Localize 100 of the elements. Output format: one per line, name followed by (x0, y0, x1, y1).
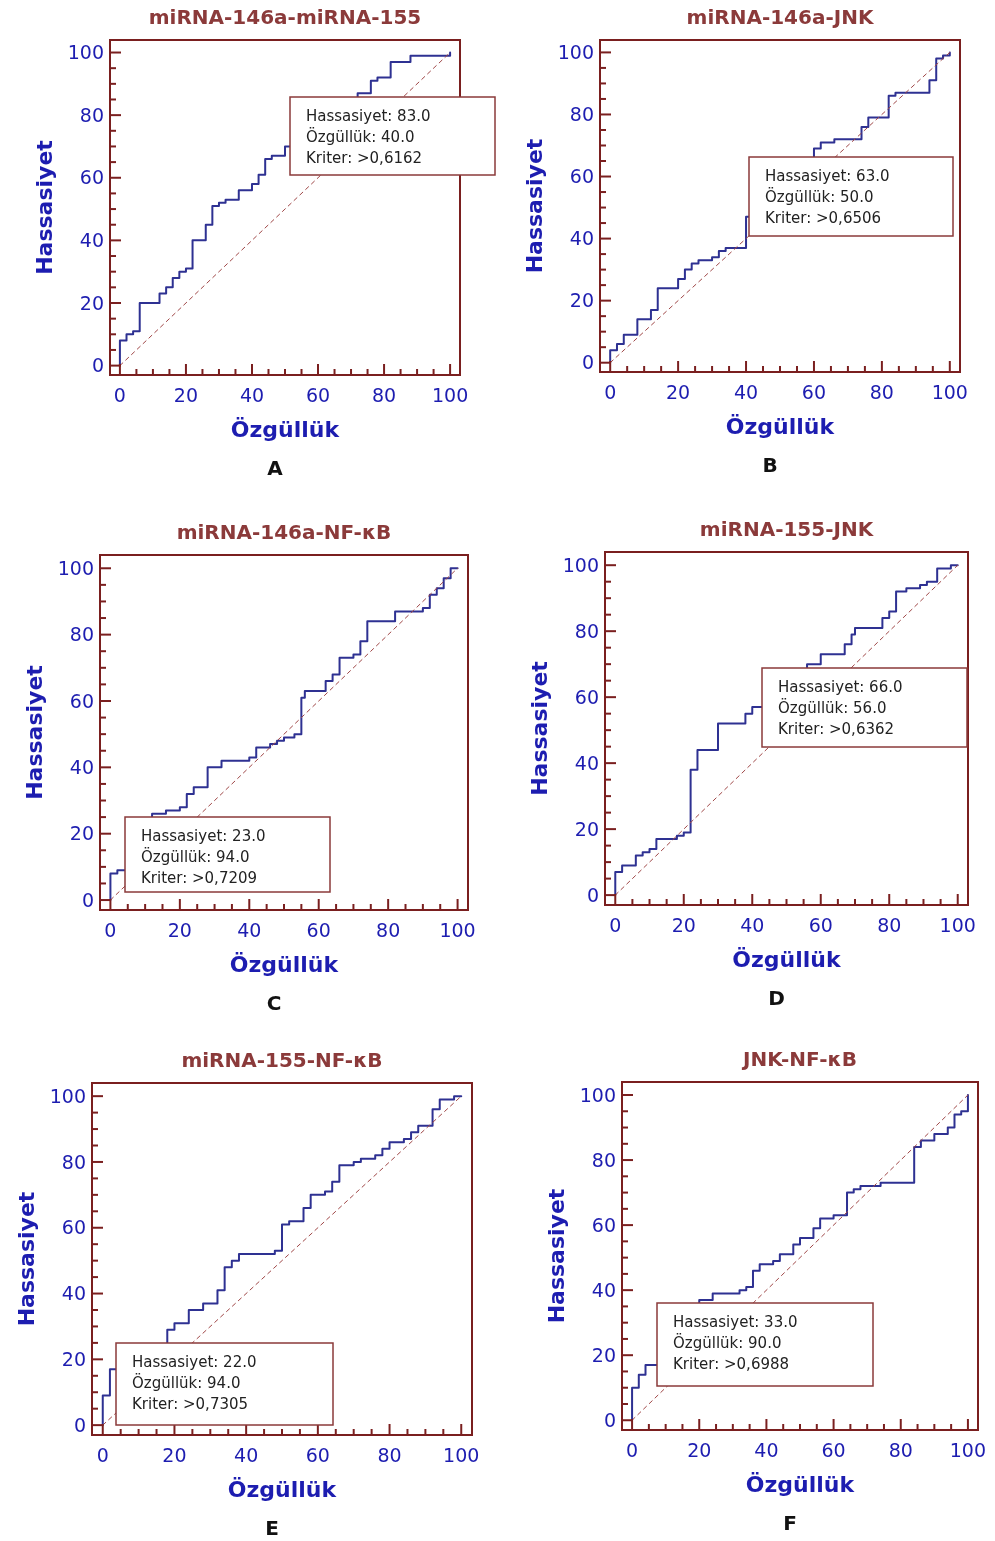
y-tick-label: 40 (574, 751, 599, 774)
text: D (768, 986, 785, 1010)
text: C (266, 991, 282, 1015)
x-tick-label: 60 (305, 1444, 330, 1466)
annotation: Hassasiyet: 63.0 Özgüllük: 50.0 Kriter: >0,6506 (765, 167, 890, 227)
x-tick-label: 40 (239, 384, 265, 406)
x-tick-label: 80 (371, 384, 397, 406)
x-tick-label: 80 (377, 1444, 402, 1466)
y-tick-label: 100 (49, 1084, 86, 1107)
y-axis-title: Hassasiyet (32, 139, 57, 275)
y-tick-label: 60 (574, 685, 599, 708)
x-tick-label: 80 (376, 919, 401, 941)
x-axis-title: Özgüllük (229, 952, 340, 977)
text-box: Hassasiyet: 66.0 Özgüllük: 56.0 Kriter: >0,6362 (761, 667, 968, 748)
x-tick-label: 40 (234, 1444, 259, 1466)
y-tick-label: 40 (569, 227, 594, 250)
chart-title: miRNA-146a-NF-κB (176, 520, 392, 544)
y-tick-label: 100 (579, 1083, 616, 1106)
annotation: Hassasiyet: 33.0 Özgüllük: 90.0 Kriter: >0,6988 (673, 1313, 798, 1373)
y-tick-label: 80 (69, 623, 94, 646)
x-axis-title: Özgüllük (745, 1472, 856, 1497)
y-tick-label: 20 (591, 1343, 616, 1366)
x-tick-label: 80 (888, 1439, 913, 1461)
y-axis-title: Hassasiyet (14, 1191, 39, 1327)
x-tick-label: 0 (113, 384, 126, 406)
x-tick-label: 20 (167, 919, 192, 941)
x-tick-label: 20 (687, 1439, 712, 1461)
y-tick-label: 40 (61, 1282, 86, 1305)
y-axis-title: Hassasiyet (522, 138, 547, 274)
y-tick-label: 60 (69, 689, 94, 712)
y-tick-label: 0 (586, 883, 599, 906)
y-tick-label: 0 (91, 354, 104, 377)
x-tick-label: 60 (306, 919, 331, 941)
x-tick-label: 20 (666, 381, 691, 403)
y-tick-label: 80 (569, 103, 594, 126)
x-tick-label: 40 (237, 919, 262, 941)
text: B (762, 453, 778, 477)
y-tick-label: 40 (79, 229, 104, 252)
text-box: Hassasiyet: 63.0 Özgüllük: 50.0 Kriter: >0,6506 (748, 156, 954, 237)
x-tick-label: 100 (439, 919, 476, 941)
text: E (265, 1516, 279, 1540)
y-tick-label: 60 (591, 1213, 616, 1236)
y-tick-label: 20 (69, 822, 94, 845)
x-tick-label: 60 (821, 1439, 846, 1461)
annotation: Hassasiyet: 66.0 Özgüllük: 56.0 Kriter: >0,6362 (778, 678, 903, 738)
x-tick-label: 20 (671, 914, 696, 936)
y-tick-label: 60 (569, 165, 594, 188)
y-tick-label: 0 (581, 351, 594, 374)
y-tick-label: 100 (67, 41, 104, 64)
x-tick-label: 0 (626, 1439, 639, 1461)
y-tick-label: 80 (591, 1148, 616, 1171)
y-tick-label: 100 (562, 553, 599, 576)
annotation: Hassasiyet: 22.0 Özgüllük: 94.0 Kriter: >0,7305 (132, 1353, 257, 1413)
x-tick-label: 80 (877, 914, 902, 936)
x-tick-label: 20 (162, 1444, 187, 1466)
x-tick-label: 100 (443, 1444, 480, 1466)
text-box: Hassasiyet: 83.0 Özgüllük: 40.0 Kriter: >0,6162 (289, 96, 496, 176)
text: F (783, 1511, 797, 1535)
y-tick-label: 0 (81, 888, 94, 911)
y-tick-label: 20 (79, 291, 104, 314)
x-tick-label: 40 (754, 1439, 779, 1461)
text: A (267, 456, 284, 480)
y-tick-label: 0 (603, 1408, 616, 1431)
chart-title: miRNA-155-NF-κB (181, 1048, 383, 1072)
y-tick-label: 40 (69, 755, 94, 778)
x-tick-label: 100 (939, 914, 976, 936)
x-tick-label: 60 (305, 384, 331, 406)
y-tick-label: 80 (574, 619, 599, 642)
text-box: Hassasiyet: 33.0 Özgüllük: 90.0 Kriter: >0,6988 (656, 1302, 874, 1387)
y-tick-label: 60 (79, 166, 104, 189)
x-axis-title: Özgüllük (732, 947, 843, 972)
text-box: Hassasiyet: 22.0 Özgüllük: 94.0 Kriter: >0,7305 (115, 1342, 334, 1426)
x-tick-label: 100 (931, 381, 968, 403)
chart-title: miRNA-155-JNK (699, 517, 875, 541)
x-tick-label: 40 (733, 381, 759, 403)
x-axis-title: Özgüllük (230, 417, 341, 442)
y-axis-title: Hassasiyet (544, 1188, 569, 1324)
y-tick-label: 60 (61, 1216, 86, 1239)
y-tick-label: 20 (569, 289, 594, 312)
text-box: Hassasiyet: 23.0 Özgüllük: 94.0 Kriter: >0,7209 (124, 816, 331, 893)
y-tick-label: 100 (57, 556, 94, 579)
x-tick-label: 40 (740, 914, 765, 936)
annotation: Hassasiyet: 83.0 Özgüllük: 40.0 Kriter: >0,6162 (306, 107, 431, 167)
y-tick-label: 20 (574, 817, 599, 840)
chart-title: JNK-NF-κB (741, 1047, 857, 1071)
annotation: Hassasiyet: 23.0 Özgüllük: 94.0 Kriter: >0,7209 (141, 827, 266, 887)
x-tick-label: 60 (808, 914, 833, 936)
y-tick-label: 100 (557, 41, 594, 64)
y-tick-label: 40 (591, 1278, 616, 1301)
y-tick-label: 80 (79, 103, 104, 126)
x-tick-label: 20 (173, 384, 199, 406)
y-tick-label: 80 (61, 1150, 86, 1173)
chart-title: miRNA-146a-JNK (686, 5, 875, 29)
x-tick-label: 100 (431, 384, 469, 406)
x-tick-label: 60 (801, 381, 827, 403)
chart-title: miRNA-146a-miRNA-155 (148, 5, 422, 29)
y-axis-title: Hassasiyet (22, 664, 47, 800)
x-tick-label: 80 (869, 381, 894, 403)
x-tick-label: 100 (949, 1439, 987, 1461)
x-axis-title: Özgüllük (725, 414, 836, 439)
